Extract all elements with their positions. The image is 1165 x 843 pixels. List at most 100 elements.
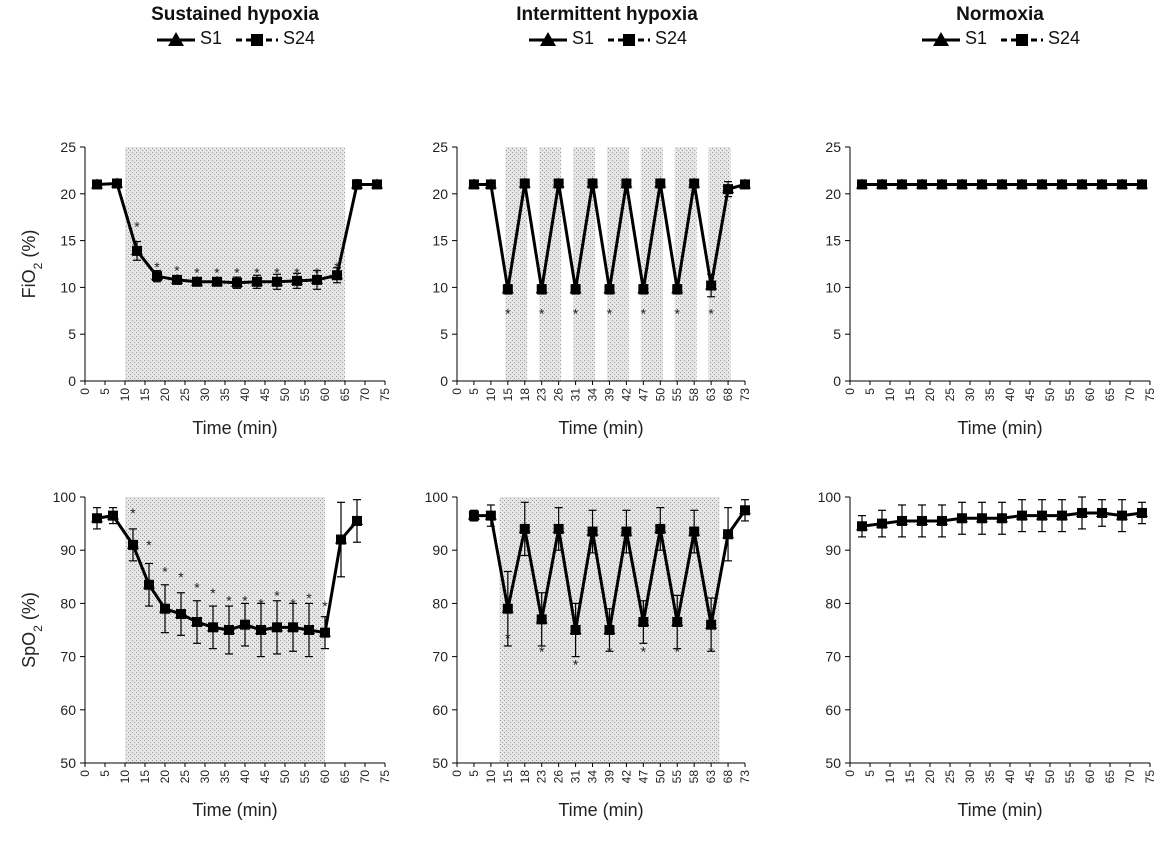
data-point-s24 [917,179,927,190]
legend-label: S24 [655,28,688,48]
legend: S1 S24 [85,28,385,49]
y-tick-label: 5 [440,326,448,342]
data-point-s24 [604,625,615,635]
significance-asterisk: * [539,306,545,322]
significance-asterisk: * [234,264,240,280]
x-tick-label: 40 [238,388,252,402]
x-tick-label: 75 [378,770,392,784]
y-tick-label: 0 [440,373,448,389]
x-tick-label: 73 [738,770,752,784]
data-point-s24 [897,179,907,190]
significance-asterisk: * [194,579,200,595]
y-tick-label: 0 [833,373,841,389]
data-point-s24 [92,513,102,524]
data-point-s24 [152,271,162,282]
legend-item-s24: S24 [606,28,687,49]
data-point-s24 [672,284,683,295]
x-tick-label: 47 [636,770,650,784]
x-tick-label: 58 [687,770,701,784]
x-tick-label: 25 [178,388,192,402]
data-point-s24 [192,617,202,628]
x-tick-label: 65 [338,770,352,784]
legend-label: S1 [199,28,222,48]
x-tick-label: 68 [721,388,735,402]
hypoxia-period-shading [125,147,345,381]
x-tick-label: 18 [518,770,532,784]
y-axis-label: SpO2 (%) [19,592,45,668]
x-tick-label: 0 [78,388,92,395]
data-point-s24 [977,179,987,190]
significance-asterisk: * [290,595,296,611]
y-axis-label-sub: 2 [31,625,45,632]
x-tick-label: 30 [198,388,212,402]
data-point-s24 [108,510,118,521]
data-point-s24 [304,625,314,635]
x-tick-label: 73 [738,388,752,402]
y-tick-label: 15 [825,233,841,249]
column-header-normoxia: Normoxia S1 S24 [850,4,1150,49]
data-point-s24 [655,523,666,534]
significance-asterisk: * [162,563,168,579]
x-tick-label: 20 [158,770,172,784]
data-point-s24 [224,625,234,635]
y-tick-label: 100 [425,489,449,505]
x-tick-label: 39 [602,388,616,402]
data-point-s24 [706,280,717,291]
significance-asterisk: * [322,598,328,614]
data-point-s24 [638,284,649,295]
x-axis-label: Time (min) [957,800,1042,820]
x-tick-label: 60 [1083,770,1097,784]
x-tick-label: 15 [501,388,515,402]
x-tick-label: 35 [983,388,997,402]
significance-asterisk: * [226,593,232,609]
x-tick-label: 15 [903,388,917,402]
significance-asterisk: * [334,259,340,275]
x-tick-label: 18 [518,388,532,402]
legend-item-s1: S1 [920,28,987,49]
x-tick-label: 15 [138,388,152,402]
significance-asterisk: * [505,630,511,646]
data-point-s24 [92,179,102,190]
data-point-s24 [672,617,683,628]
x-tick-label: 55 [298,770,312,784]
y-tick-label: 20 [432,186,448,202]
legend-item-s1: S1 [155,28,222,49]
data-point-s24 [468,179,479,190]
data-point-s24 [332,270,342,281]
y-tick-label: 25 [432,139,448,155]
x-tick-label: 30 [963,770,977,784]
x-tick-label: 45 [258,388,272,402]
data-point-s24 [519,178,530,189]
x-tick-label: 5 [863,388,877,395]
legend-label: S1 [571,28,594,48]
data-point-s24 [604,284,615,295]
dashed-line-square-icon [1001,33,1043,46]
legend-label: S24 [283,28,316,48]
significance-asterisk: * [708,643,714,659]
x-axis-label: Time (min) [558,418,643,438]
data-point-s24 [621,526,632,537]
x-tick-label: 50 [653,770,667,784]
y-axis-label-part: SpO [19,632,39,668]
legend: S1 S24 [457,28,757,49]
x-tick-label: 26 [552,770,566,784]
legend: S1 S24 [850,28,1150,49]
data-point-s24 [957,513,967,524]
solid-line-triangle-icon [921,31,960,46]
significance-asterisk: * [174,263,180,279]
data-point-s24 [485,510,496,521]
data-point-s24 [144,579,154,590]
significance-asterisk: * [258,595,264,611]
x-tick-label: 75 [378,388,392,402]
data-point-s24 [192,276,202,287]
x-tick-label: 25 [178,770,192,784]
data-point-s24 [1097,179,1107,190]
x-tick-label: 60 [318,770,332,784]
significance-asterisk: * [254,264,260,280]
x-tick-label: 10 [883,770,897,784]
y-axis-label-part: (%) [19,592,39,625]
data-point-s24 [621,178,632,189]
x-tick-label: 20 [923,388,937,402]
data-point-s24 [570,284,581,295]
column-header-sustained: Sustained hypoxia S1 S24 [85,4,385,49]
